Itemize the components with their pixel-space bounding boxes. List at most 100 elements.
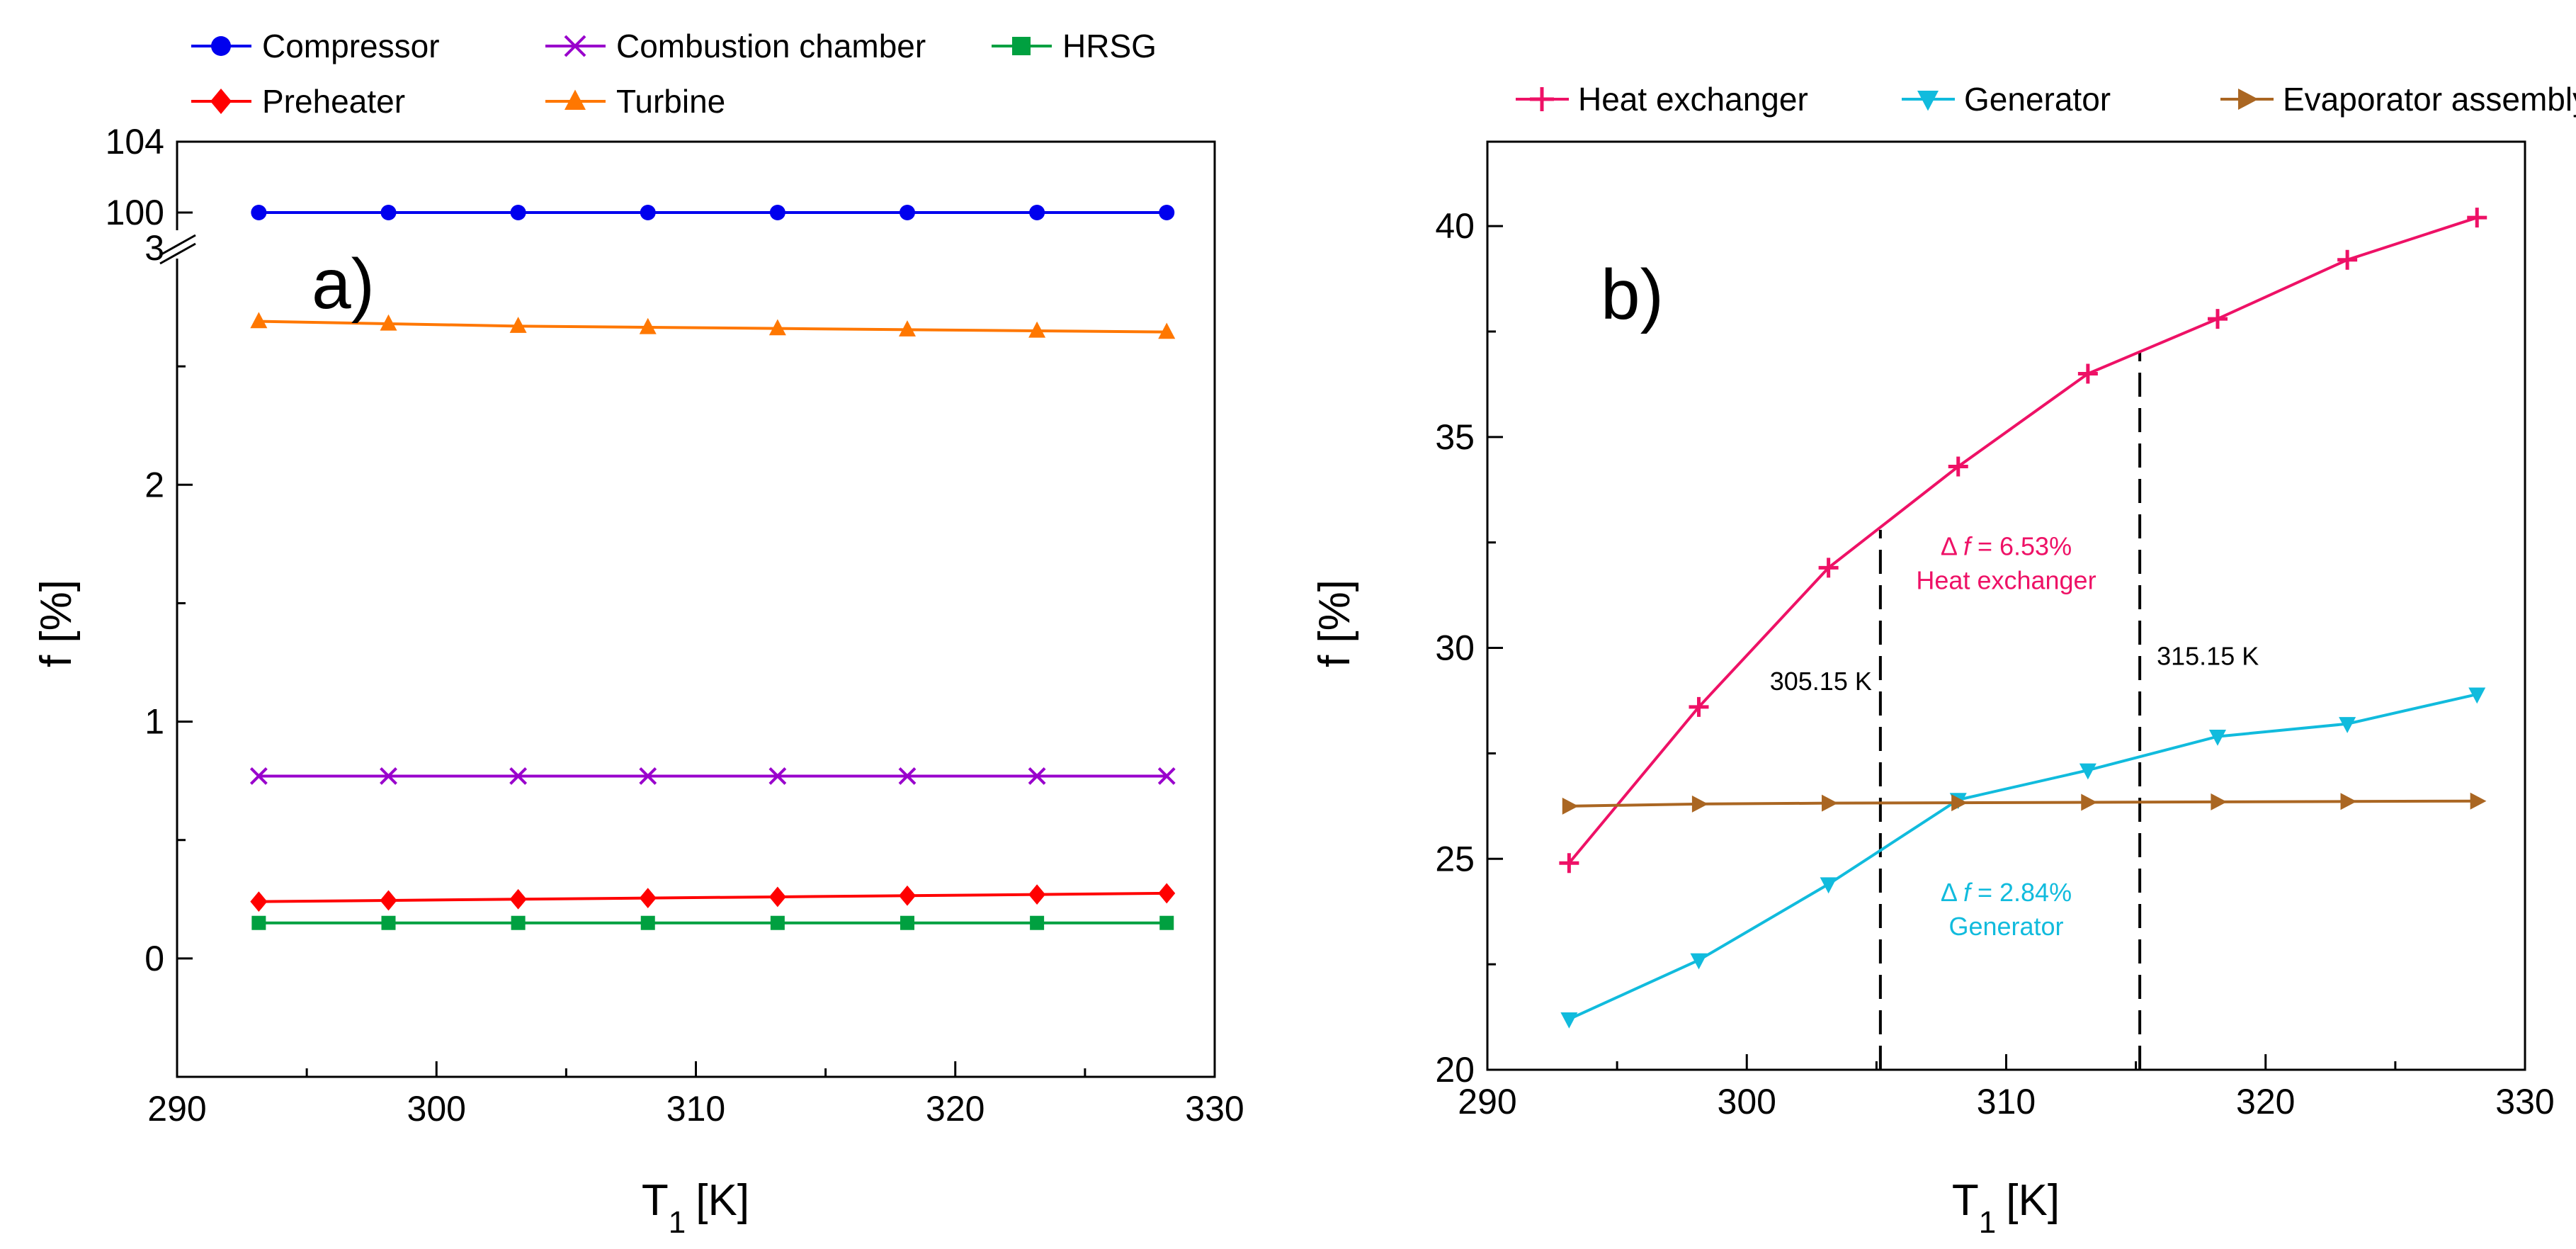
a-x-tick-label: 310 [666, 1089, 725, 1129]
series-turbine-point [1028, 321, 1046, 338]
series-combustion-chamber-point [1157, 767, 1176, 785]
series-group-a [249, 205, 1176, 930]
series-turbine-point [250, 312, 268, 329]
series-preheater-point [250, 891, 268, 912]
series-compressor-point [380, 205, 397, 220]
series-generator-point [1560, 1012, 1578, 1029]
b-y-tick-label: 35 [1435, 417, 1475, 457]
chart-panel-a: Compressor Combustion chamber HRSG Preheate… [32, 28, 1244, 1240]
x-axis-label-b: T1 [K] [1952, 1176, 2060, 1240]
series-preheater-point [1028, 884, 1046, 905]
series-compressor-point [1159, 205, 1175, 220]
a-y-tick-label: 100 [106, 193, 164, 232]
panel-label-a: a) [312, 244, 375, 324]
series-generator-point [2208, 729, 2226, 746]
series-hrsg-point [770, 915, 785, 930]
b-y-tick-label: 40 [1435, 206, 1475, 246]
series-group-b [1559, 208, 2487, 1029]
a-y-tick-label: 3 [144, 228, 164, 268]
series-evaporator-assembly-line [1569, 799, 2478, 808]
reference-line-label: 305.15 K [1770, 667, 1872, 696]
legend-a: Compressor Combustion chamber HRSG Preheate… [191, 28, 1157, 120]
legend-b: Heat exchanger Generator Evaporator assemb… [1516, 81, 2576, 118]
legend-compressor-label: Compressor [262, 28, 440, 64]
series-evaporator-assembly-point [1951, 794, 1968, 812]
series-combustion-chamber-point [898, 767, 917, 785]
series-evaporator-assembly-point [1562, 797, 1579, 815]
legend-preheater-marker [210, 89, 232, 114]
series-hrsg-point [1030, 915, 1045, 930]
annotations-b: Δ f = 6.53% Heat exchanger Δ f = 2.84% Gene… [1916, 532, 2096, 941]
series-compressor-point [899, 205, 915, 220]
series-compressor-point [251, 205, 267, 220]
series-evaporator-assembly-point [2081, 793, 2098, 811]
legend-preheater-label: Preheater [262, 83, 405, 120]
b-x-tick-label: 310 [1977, 1082, 2036, 1121]
series-compressor-point [769, 205, 785, 220]
a-x-tick-label: 320 [926, 1089, 985, 1129]
series-heat-exchanger-point [1948, 456, 1968, 477]
x-axis-label-a: T1 [K] [642, 1176, 749, 1240]
series-heat-exchanger-point [2337, 249, 2358, 270]
series-turbine-point [1158, 322, 1176, 339]
a-x-tick-label: 300 [407, 1089, 466, 1129]
legend-turbine-label: Turbine [616, 83, 725, 120]
a-y-tick-label: 2 [144, 465, 164, 504]
reference-lines-b: 305.15 K 315.15 K [1770, 352, 2259, 1070]
a-x-tick-label: 290 [147, 1089, 206, 1129]
annotation-delta: Δ f = 6.53% [1941, 532, 2072, 561]
series-evaporator-assembly-point [2340, 793, 2357, 810]
series-preheater-point [768, 886, 786, 908]
a-y-tick-label: 1 [144, 702, 164, 742]
series-turbine-line [259, 320, 1167, 334]
series-combustion-chamber-point [249, 767, 268, 785]
series-heat-exchanger-point [2207, 309, 2228, 329]
chart-panel-b: Heat exchanger Generator Evaporator assemb… [1310, 81, 2576, 1240]
a-y-tick-label: 0 [144, 939, 164, 978]
legend-hrsg-label: HRSG [1062, 28, 1157, 64]
b-x-tick-label: 290 [1458, 1082, 1516, 1121]
legend-evaporator-assembly-label: Evaporator assembly [2283, 81, 2576, 118]
series-heat-exchanger-point [1559, 853, 1579, 874]
b-x-tick-label: 320 [2236, 1082, 2295, 1121]
y-axis-label-a: f [%] [32, 580, 81, 667]
series-evaporator-assembly-point [1691, 795, 1708, 813]
series-hrsg-point [251, 915, 266, 930]
series-compressor-point [1029, 205, 1045, 220]
series-generator-point [1690, 953, 1708, 970]
legend-heat-exchanger-label: Heat exchanger [1578, 81, 1808, 118]
series-hrsg-point [381, 915, 396, 930]
axis-break-marker [159, 230, 196, 265]
series-generator-point [2339, 717, 2356, 733]
legend-evaporator-assembly-marker [2238, 89, 2259, 110]
series-preheater-point [1158, 883, 1176, 904]
series-heat-exchanger-point [1818, 558, 1839, 578]
series-combustion-chamber-point [639, 767, 657, 785]
series-heat-exchanger-point [2467, 208, 2487, 228]
series-hrsg-point [1159, 915, 1174, 930]
y-axis-label-b: f [%] [1310, 580, 1359, 667]
legend-compressor-marker [211, 36, 231, 56]
series-preheater-line [259, 891, 1167, 903]
legend-turbine-marker [564, 89, 586, 110]
a-x-tick-label: 330 [1185, 1089, 1244, 1129]
axis-ticks-b: 290 300 310 320 330 20 25 30 35 40 [1435, 206, 2554, 1121]
legend-generator-marker [1917, 91, 1939, 111]
series-generator-point [2468, 687, 2486, 704]
series-combustion-chamber-point [509, 767, 528, 785]
series-evaporator-assembly-point [2211, 793, 2228, 810]
annotation-component: Generator [1948, 912, 2063, 941]
legend-generator-label: Generator [1964, 81, 2111, 118]
series-turbine-point [380, 314, 397, 331]
b-y-tick-label: 30 [1435, 628, 1475, 668]
series-combustion-chamber-point [768, 767, 787, 785]
series-preheater-point [509, 888, 527, 910]
b-y-tick-label: 25 [1435, 839, 1475, 878]
series-turbine-point [898, 320, 916, 337]
series-turbine-point [639, 317, 657, 334]
series-turbine-point [768, 319, 786, 336]
legend-heat-exchanger-marker [1530, 87, 1554, 111]
series-turbine-point [509, 317, 527, 333]
series-evaporator-assembly-point [2470, 792, 2487, 810]
